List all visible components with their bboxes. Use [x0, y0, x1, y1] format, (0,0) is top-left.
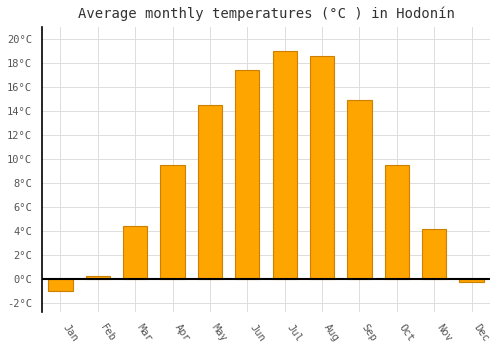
Bar — [198, 105, 222, 279]
Bar — [422, 230, 446, 279]
Bar — [384, 165, 409, 279]
Bar — [160, 165, 184, 279]
Bar — [348, 100, 372, 279]
Bar — [86, 276, 110, 279]
Bar — [310, 56, 334, 279]
Bar — [460, 279, 483, 282]
Bar — [272, 51, 297, 279]
Bar — [123, 226, 148, 279]
Title: Average monthly temperatures (°C ) in Hodonín: Average monthly temperatures (°C ) in Ho… — [78, 7, 454, 21]
Bar — [48, 279, 72, 290]
Bar — [235, 70, 260, 279]
